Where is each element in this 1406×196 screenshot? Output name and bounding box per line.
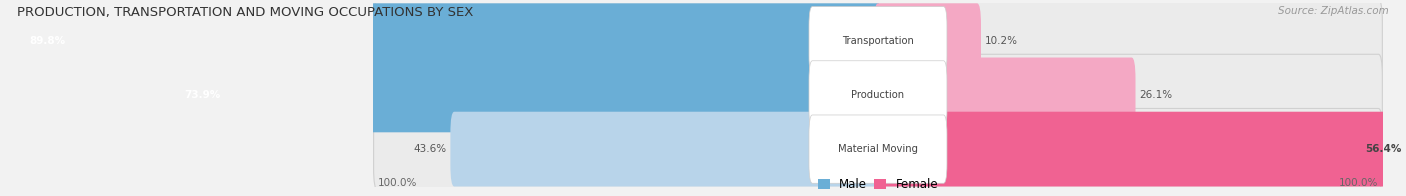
FancyBboxPatch shape <box>875 112 1406 187</box>
Text: Production: Production <box>852 90 904 100</box>
Text: 10.2%: 10.2% <box>984 36 1018 46</box>
Legend: Male, Female: Male, Female <box>813 173 943 196</box>
Text: Material Moving: Material Moving <box>838 144 918 154</box>
FancyBboxPatch shape <box>156 57 882 132</box>
Text: Source: ZipAtlas.com: Source: ZipAtlas.com <box>1278 6 1389 16</box>
Text: 56.4%: 56.4% <box>1365 144 1402 154</box>
FancyBboxPatch shape <box>875 57 1136 132</box>
FancyBboxPatch shape <box>1 3 882 78</box>
FancyBboxPatch shape <box>808 115 948 183</box>
FancyBboxPatch shape <box>808 61 948 129</box>
Text: Transportation: Transportation <box>842 36 914 46</box>
Text: PRODUCTION, TRANSPORTATION AND MOVING OCCUPATIONS BY SEX: PRODUCTION, TRANSPORTATION AND MOVING OC… <box>17 6 474 19</box>
FancyBboxPatch shape <box>450 112 882 187</box>
FancyBboxPatch shape <box>374 108 1382 190</box>
Text: 73.9%: 73.9% <box>184 90 221 100</box>
Text: 100.0%: 100.0% <box>377 178 416 188</box>
FancyBboxPatch shape <box>875 3 981 78</box>
Text: 89.8%: 89.8% <box>30 36 66 46</box>
Text: 100.0%: 100.0% <box>1339 178 1378 188</box>
FancyBboxPatch shape <box>374 0 1382 81</box>
FancyBboxPatch shape <box>808 7 948 75</box>
Text: 43.6%: 43.6% <box>413 144 447 154</box>
FancyBboxPatch shape <box>374 54 1382 136</box>
Text: 26.1%: 26.1% <box>1139 90 1173 100</box>
